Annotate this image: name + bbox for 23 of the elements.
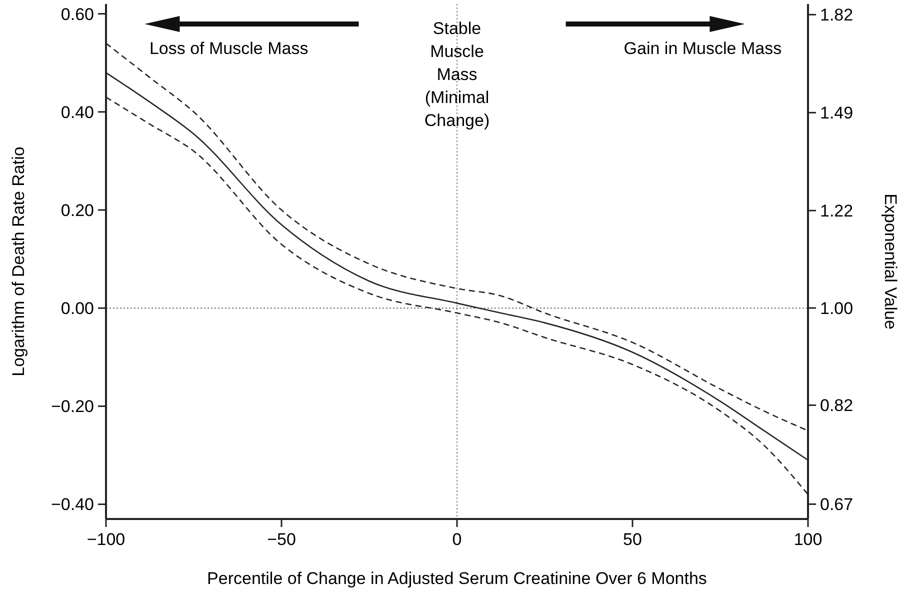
y2-axis-title: Exponential Value	[881, 194, 900, 330]
annotation: Gain in Muscle Mass	[624, 39, 782, 58]
y2-tick-label: 1.22	[820, 202, 854, 221]
y2-tick-label: 0.67	[820, 495, 854, 514]
annotation: Loss of Muscle Mass	[149, 39, 308, 58]
x-tick-label: −50	[267, 530, 296, 549]
y2-tick-label: 1.82	[820, 6, 854, 25]
x-tick-label: −100	[86, 530, 126, 549]
y-tick-label: −0.20	[50, 397, 94, 416]
y-tick-label: 0.60	[60, 4, 94, 24]
annotation: Stable Muscle Mass (Minimal Change)	[424, 19, 490, 130]
y-tick-label: 0.20	[60, 200, 94, 220]
y-axis-title: Logarithm of Death Rate Ratio	[9, 146, 28, 376]
y2-tick-label: 0.82	[820, 396, 854, 416]
y-tick-label: 0.00	[60, 299, 94, 318]
x-tick-label: 100	[794, 530, 822, 549]
x-axis-title: Percentile of Change in Adjusted Serum Creatinine Over 6 Months	[207, 569, 707, 588]
y2-tick-label: 1.49	[820, 104, 854, 123]
y-tick-label: 0.40	[60, 102, 94, 122]
y-tick-label: −0.40	[50, 495, 94, 514]
x-tick-label: 50	[623, 530, 642, 549]
y2-tick-label: 1.00	[820, 298, 854, 318]
x-tick-label: 0	[452, 530, 462, 549]
